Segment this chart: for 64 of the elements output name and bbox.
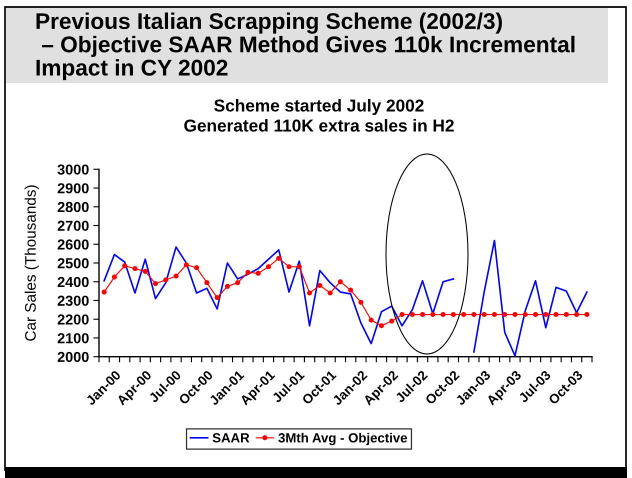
point	[152, 281, 158, 286]
point	[554, 312, 559, 318]
point	[574, 312, 580, 318]
point	[482, 312, 487, 318]
point	[410, 312, 415, 318]
y-tick-label: 2300	[58, 296, 89, 306]
point	[368, 318, 374, 323]
y-tick-label: 2400	[58, 276, 89, 288]
point	[184, 262, 189, 268]
point	[194, 265, 200, 270]
point	[584, 312, 590, 318]
point	[378, 323, 384, 328]
point	[533, 312, 538, 318]
point	[102, 290, 107, 295]
point	[204, 280, 210, 286]
point	[163, 277, 168, 282]
y-axis-title: Car Sales (Thousands)	[24, 185, 39, 341]
point	[214, 295, 220, 300]
point	[266, 264, 271, 270]
point	[338, 279, 343, 284]
point	[307, 290, 312, 296]
point	[389, 318, 394, 324]
point	[502, 312, 508, 318]
point	[440, 312, 446, 318]
point	[461, 312, 466, 318]
point	[450, 312, 456, 318]
point	[296, 264, 302, 270]
point	[235, 280, 240, 286]
point	[328, 290, 333, 296]
y-tick-label: 2700	[58, 220, 89, 231]
point	[420, 312, 426, 318]
point	[132, 266, 138, 272]
point	[276, 256, 282, 261]
point	[317, 282, 322, 288]
point	[564, 312, 569, 318]
chart-subtitle: Scheme started July 2002 Generated 110K extra sales in H2	[184, 99, 454, 132]
chart-title: Previous Italian Scrapping Scheme (2002/3) – Objective SAAR Method Gives 110k Incremental Impact in CY 2002	[36, 12, 574, 80]
point	[286, 264, 292, 270]
point	[142, 268, 148, 274]
point	[512, 312, 518, 318]
point	[358, 300, 364, 305]
y-tick-label: 2900	[58, 183, 89, 194]
legend-label: SAAR	[212, 433, 250, 443]
point	[174, 274, 179, 279]
y-tick-label: 2100	[58, 333, 89, 344]
point	[224, 284, 230, 289]
y-tick-label: 2600	[58, 239, 89, 250]
point	[122, 263, 128, 268]
y-tick-label: 2800	[58, 202, 89, 212]
legend-label: 3Mth Avg - Objective	[278, 432, 408, 446]
point	[399, 312, 404, 318]
point	[522, 312, 528, 318]
point	[245, 270, 250, 275]
point	[348, 288, 354, 293]
point	[492, 312, 497, 318]
point	[112, 274, 117, 280]
point	[430, 312, 436, 318]
y-tick-label: 2200	[58, 314, 89, 325]
point	[543, 312, 548, 318]
y-tick-label: 2000	[58, 352, 89, 362]
y-tick-label: 2500	[58, 258, 89, 268]
point	[256, 270, 261, 276]
y-tick-label: 3000	[57, 164, 89, 175]
point	[471, 312, 476, 318]
